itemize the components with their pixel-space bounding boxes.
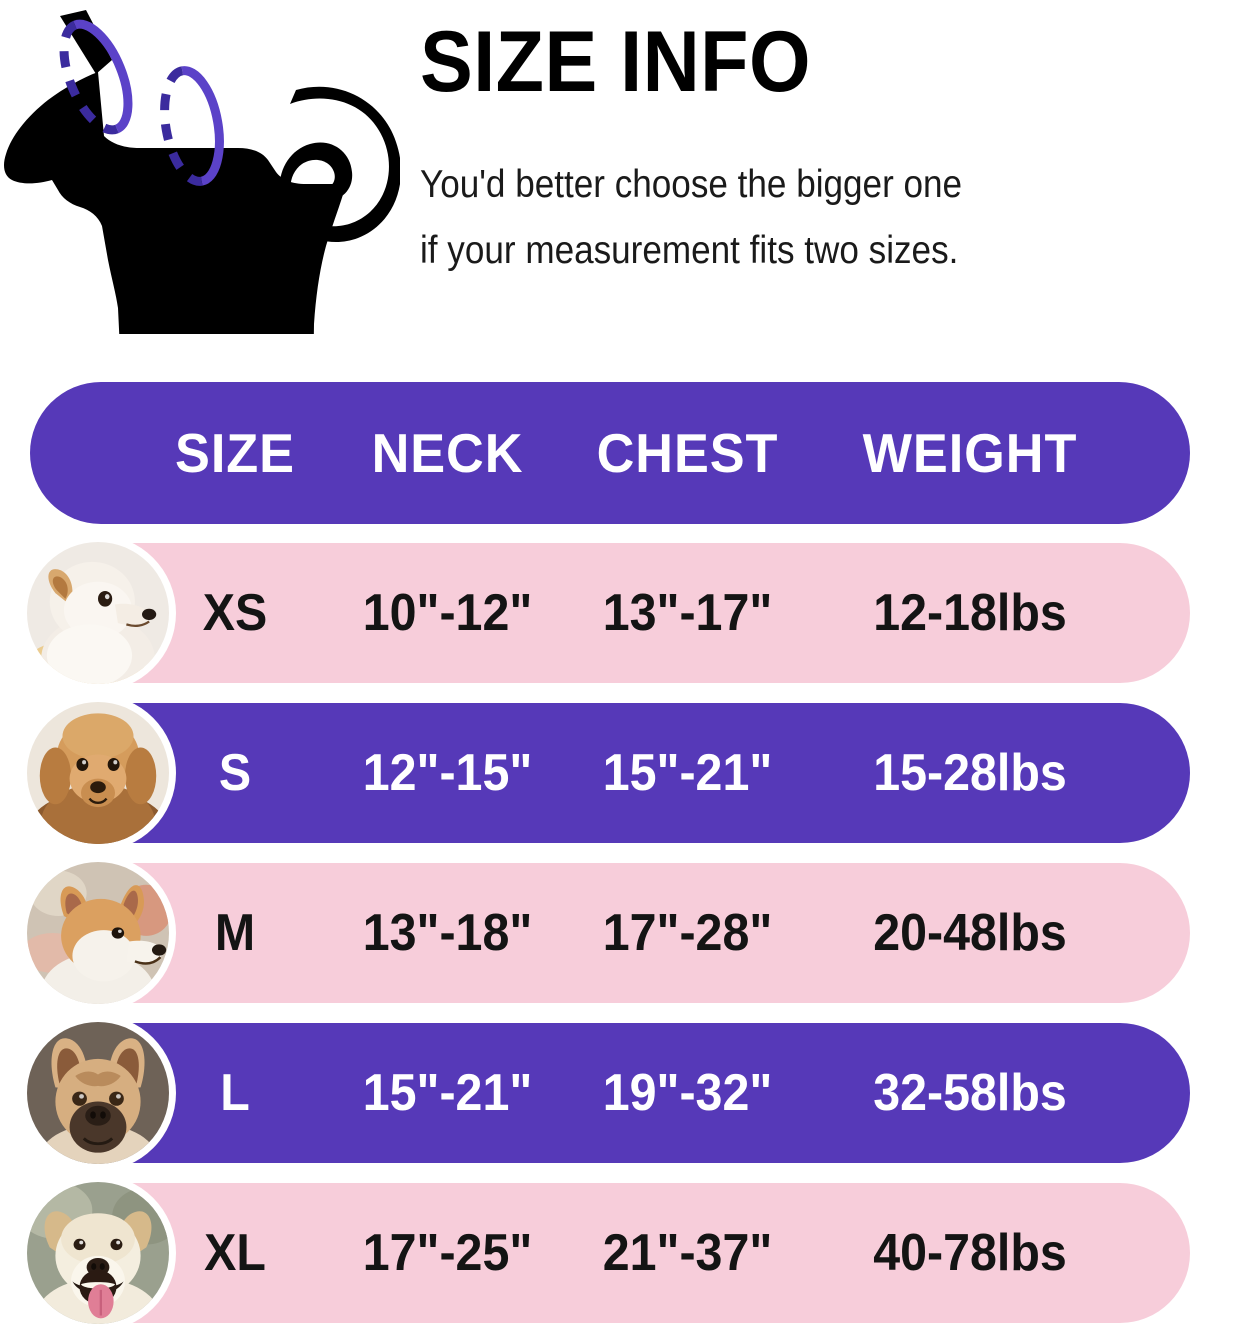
cell-neck: 10"-12" (362, 584, 533, 642)
cell-size: XL (204, 1224, 266, 1282)
cell-chest: 17"-28" (602, 904, 773, 962)
neck-measurement-ring (59, 19, 133, 135)
table-row: XS 10"-12" 13"-17" 12-18lbs (30, 543, 1190, 683)
column-header-neck: NECK (371, 422, 524, 484)
shiba-inu-photo (20, 855, 176, 1011)
pomeranian-puppy-photo (20, 535, 176, 691)
cell-chest: 21"-37" (602, 1224, 773, 1282)
cell-neck: 15"-21" (362, 1064, 533, 1122)
cell-size: L (220, 1064, 250, 1122)
cell-chest: 19"-32" (602, 1064, 773, 1122)
toy-poodle-photo (20, 695, 176, 851)
cell-neck: 17"-25" (362, 1224, 533, 1282)
table-row: XL 17"-25" 21"-37" 40-78lbs (30, 1183, 1190, 1323)
table-header-row: SIZE NECK CHEST WEIGHT (30, 382, 1190, 524)
title-block: SIZE INFO You'd better choose the bigger… (420, 14, 1210, 284)
cell-weight: 40-78lbs (873, 1224, 1067, 1282)
column-header-size: SIZE (175, 422, 295, 484)
cell-chest: 13"-17" (602, 584, 773, 642)
table-row: L 15"-21" 19"-32" 32-58lbs (30, 1023, 1190, 1163)
cell-weight: 20-48lbs (873, 904, 1067, 962)
french-bulldog-photo (20, 1015, 176, 1171)
cell-weight: 32-58lbs (873, 1064, 1067, 1122)
cell-neck: 12"-15" (362, 744, 533, 802)
labrador-retriever-photo (20, 1175, 176, 1331)
cell-size: S (218, 744, 252, 802)
subtitle-line-1: You'd better choose the bigger one (420, 163, 963, 206)
table-row: M 13"-18" 17"-28" 20-48lbs (30, 863, 1190, 1003)
subtitle: You'd better choose the bigger one if yo… (420, 152, 1131, 284)
cell-size: M (214, 904, 256, 962)
cell-size: XS (202, 584, 268, 642)
cell-chest: 15"-21" (602, 744, 773, 802)
page-title: SIZE INFO (420, 14, 811, 110)
chest-measurement-ring (160, 66, 224, 186)
subtitle-line-2: if your measurement fits two sizes. (420, 229, 959, 272)
table-row: S 12"-15" 15"-21" 15-28lbs (30, 703, 1190, 843)
cell-weight: 15-28lbs (873, 744, 1067, 802)
cell-neck: 13"-18" (362, 904, 533, 962)
column-header-weight: WEIGHT (862, 422, 1078, 484)
column-header-chest: CHEST (596, 422, 779, 484)
dog-measurement-silhouette-icon (0, 4, 402, 609)
cell-weight: 12-18lbs (873, 584, 1067, 642)
header-section: SIZE INFO You'd better choose the bigger… (0, 0, 1246, 609)
